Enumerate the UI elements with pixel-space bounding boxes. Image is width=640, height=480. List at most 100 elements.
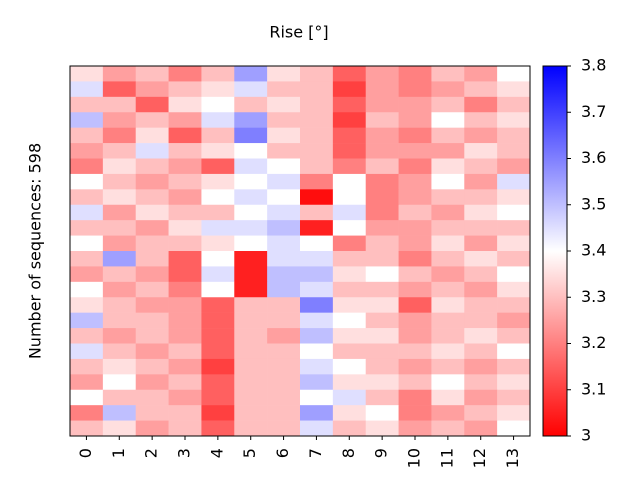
- heat-cell: [431, 266, 465, 283]
- colorbar-tick-label: 3.5: [581, 194, 606, 213]
- x-tick-label: 5: [240, 448, 259, 458]
- heat-cell: [70, 343, 104, 360]
- heat-cell: [135, 358, 169, 375]
- heat-cell: [300, 389, 334, 406]
- heat-cell: [497, 405, 531, 421]
- heat-cell: [398, 266, 432, 283]
- heat-cell: [234, 189, 268, 206]
- heat-cell: [332, 96, 367, 113]
- heat-cell: [102, 235, 137, 252]
- heat-cell: [497, 189, 531, 206]
- heat-cell: [201, 297, 235, 313]
- heat-cell: [70, 281, 104, 298]
- colorbar-tick-label: 3.7: [581, 102, 606, 121]
- heat-cell: [102, 173, 137, 190]
- heat-cell: [464, 266, 498, 283]
- heat-cell: [398, 66, 432, 82]
- heat-cell: [234, 251, 268, 267]
- heat-cell: [135, 297, 169, 313]
- heat-cell: [267, 127, 301, 144]
- heat-cell: [135, 127, 169, 144]
- heat-cell: [102, 312, 137, 329]
- heat-cell: [431, 235, 465, 252]
- heat-cell: [431, 204, 465, 221]
- heat-cell: [168, 189, 202, 206]
- heat-cell: [234, 81, 268, 98]
- heat-cell: [332, 328, 367, 344]
- heat-cell: [497, 204, 531, 221]
- heat-cell: [267, 81, 301, 98]
- heat-cell: [102, 389, 137, 406]
- colorbar-tick-label: 3.8: [581, 56, 606, 75]
- heat-cell: [332, 235, 367, 252]
- heat-cell: [300, 158, 334, 175]
- heat-cell: [365, 251, 399, 267]
- heat-cell: [102, 405, 137, 421]
- heat-cell: [102, 96, 137, 113]
- heat-cell: [135, 112, 169, 128]
- heat-cell: [168, 204, 202, 221]
- heat-cell: [365, 405, 399, 421]
- heat-cell: [332, 343, 367, 360]
- heat-cell: [464, 96, 498, 113]
- heat-cell: [135, 374, 169, 391]
- heat-cell: [267, 96, 301, 113]
- heat-cell: [234, 173, 268, 190]
- heat-cell: [234, 358, 268, 375]
- heat-cell: [102, 189, 137, 206]
- heat-cell: [135, 389, 169, 406]
- heat-cell: [497, 235, 531, 252]
- heat-cell: [168, 158, 202, 175]
- heat-cell: [168, 420, 202, 437]
- heat-cell: [300, 343, 334, 360]
- heat-cell: [464, 189, 498, 206]
- heat-cell: [431, 66, 465, 82]
- heat-cell: [332, 143, 367, 159]
- heat-cell: [300, 281, 334, 298]
- heat-cell: [300, 173, 334, 190]
- heat-cell: [234, 405, 268, 421]
- heat-cell: [267, 343, 301, 360]
- x-tick-label: 3: [175, 448, 194, 458]
- heat-cell: [135, 312, 169, 329]
- heat-cell: [135, 189, 169, 206]
- heat-cell: [168, 328, 202, 344]
- colorbar-tick-label: 3.6: [581, 148, 606, 167]
- heat-cell: [398, 158, 432, 175]
- heat-cell: [168, 112, 202, 128]
- heat-cell: [234, 374, 268, 391]
- heat-cell: [431, 96, 465, 113]
- heat-cell: [497, 281, 531, 298]
- heat-cell: [201, 389, 235, 406]
- heat-cell: [497, 343, 531, 360]
- heat-cell: [135, 405, 169, 421]
- heat-cell: [300, 96, 334, 113]
- heat-cell: [267, 266, 301, 283]
- heat-cell: [497, 127, 531, 144]
- heat-cell: [70, 297, 104, 313]
- heat-cell: [431, 389, 465, 406]
- heat-cell: [497, 158, 531, 175]
- x-tick-label: 11: [437, 448, 456, 468]
- heat-cell: [497, 251, 531, 267]
- heat-cell: [102, 66, 137, 82]
- y-axis-label: Number of sequences: 598: [26, 143, 45, 359]
- heat-cell: [464, 158, 498, 175]
- heat-cell: [168, 96, 202, 113]
- heat-cell: [300, 420, 334, 437]
- heat-cell: [464, 235, 498, 252]
- heat-cell: [464, 405, 498, 421]
- heat-cell: [135, 204, 169, 221]
- heat-cell: [332, 374, 367, 391]
- heat-cell: [497, 66, 531, 82]
- heat-cell: [497, 420, 531, 437]
- heat-cell: [102, 220, 137, 236]
- chart-title: Rise [°]: [269, 23, 328, 42]
- x-tick-label: 9: [372, 448, 391, 458]
- heat-cell: [332, 297, 367, 313]
- heat-cell: [70, 127, 104, 144]
- colorbar-tick-label: 3.2: [581, 333, 606, 352]
- heat-cell: [300, 189, 334, 206]
- heat-cell: [201, 266, 235, 283]
